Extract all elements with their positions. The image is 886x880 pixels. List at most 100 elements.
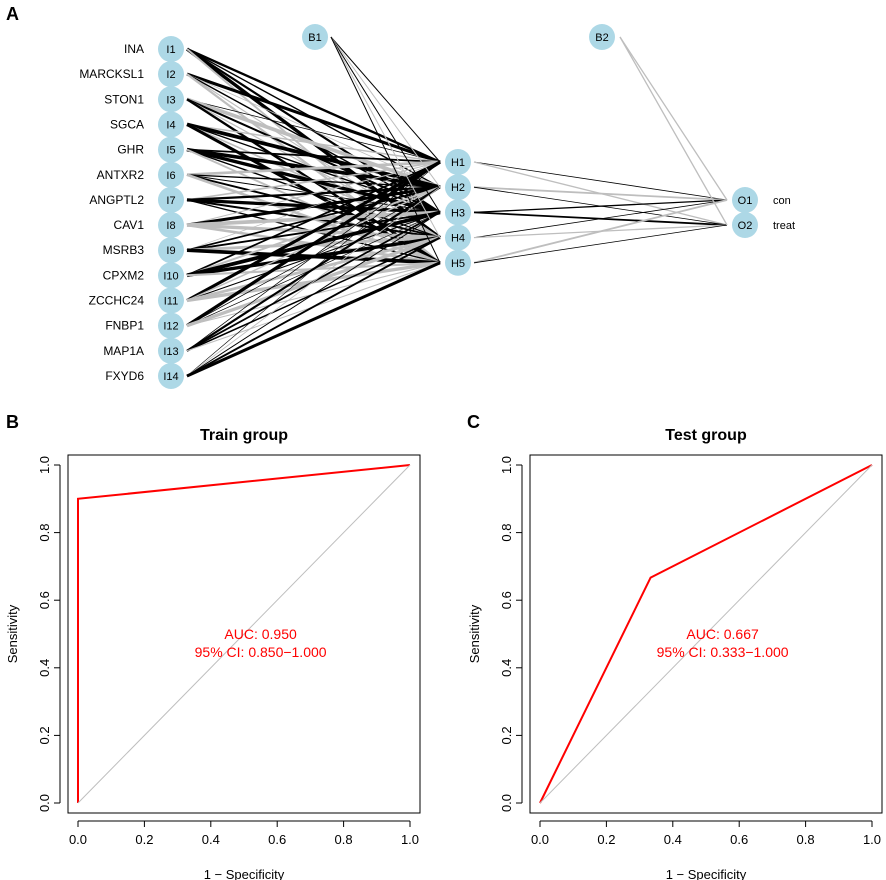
- input-node-i1-label: I1: [166, 44, 175, 56]
- input-node-i13: I13: [158, 337, 184, 364]
- neural-network-panel: A I1 INA I2 MARCKSL1 I3 STON1 I4 SGCA I5 GHR I6 ANT…: [6, 4, 795, 389]
- test-x-tick-label: 0.6: [730, 832, 748, 847]
- edge-h2-o1: [473, 186, 728, 201]
- gene-label: ZCCHC24: [89, 294, 145, 308]
- train-chart-title: Train group: [200, 427, 288, 444]
- edge-h3-o1: [473, 199, 728, 214]
- input-node-i9-label: I9: [166, 245, 175, 257]
- output-node-o2-label: O2: [738, 220, 753, 232]
- test-x-tick-label: 0.4: [664, 832, 682, 847]
- edge-i8-h1: [186, 161, 441, 226]
- gene-label: MARCKSL1: [79, 67, 144, 81]
- input-node-i11-label: I11: [164, 296, 178, 308]
- input-node-i11-circle: [158, 287, 184, 314]
- test-series-reference: [539, 464, 873, 804]
- train-y-tick-label: 0.8: [37, 524, 52, 542]
- test-y-tick-label: 0.8: [499, 524, 514, 542]
- input-node-i9-circle: [158, 237, 184, 264]
- hidden-node-h5-circle: [445, 249, 471, 276]
- test-y-tick-label: 0.2: [499, 726, 514, 744]
- edge-i3-h1: [186, 98, 441, 163]
- test-x-tick-label: 0.8: [797, 832, 815, 847]
- gene-label: ANGPTL2: [89, 193, 144, 207]
- train-y-tick-label: 0.2: [37, 726, 52, 744]
- edge-i4-h1: [186, 123, 441, 163]
- hidden-node-h3-label: H3: [451, 207, 465, 219]
- edge-i9-h1: [186, 161, 441, 251]
- edge-i14-h4: [186, 236, 441, 377]
- gene-label: FXYD6: [105, 369, 144, 383]
- test-x-tick-label: 0.2: [597, 832, 615, 847]
- train-y-tick-label: 1.0: [37, 456, 52, 474]
- edge-b1-h3: [330, 36, 441, 213]
- train-series-roc: [77, 464, 411, 803]
- edge-i14-h2: [186, 186, 441, 377]
- edge-b1-h5: [330, 36, 441, 264]
- output-label-treat: treat: [773, 220, 795, 232]
- edge-h1-o1: [473, 161, 728, 201]
- gene-label: CAV1: [114, 218, 145, 232]
- edge-i14-h3: [186, 212, 441, 377]
- test-ci-annotation: 95% CI: 0.333−1.000: [657, 644, 789, 660]
- hidden-node-h5: H5: [445, 249, 471, 276]
- train-roc-panel: B Train group 0.0 0.2 0.4 0.6 0.8 1.0 1 − Speci…: [5, 412, 421, 880]
- edge-i14-h1: [186, 161, 441, 377]
- gene-label: MAP1A: [103, 344, 144, 358]
- output-label-con: con: [773, 195, 791, 207]
- hidden-node-h5-label: H5: [451, 258, 465, 270]
- input-node-i8-circle: [158, 212, 184, 239]
- train-y-tick-label: 0.4: [37, 659, 52, 677]
- output-node-o1-label: O1: [738, 195, 753, 207]
- bias-node-b2-label: B2: [595, 32, 608, 44]
- input-node-i7-circle: [158, 186, 184, 213]
- input-node-i2: I2: [158, 61, 184, 88]
- input-node-i2-circle: [158, 61, 184, 88]
- train-ci-annotation: 95% CI: 0.850−1.000: [195, 644, 327, 660]
- test-chart-title: Test group: [665, 427, 747, 444]
- input-node-i8: I8: [158, 212, 184, 239]
- train-y-axis-label: Sensitivity: [5, 604, 20, 663]
- edge-b1-h2: [330, 36, 441, 188]
- hidden-node-h1: H1: [445, 149, 471, 175]
- test-roc-panel: C Test group 0.0 0.2 0.4 0.6 0.8 1.0 1 − Specif…: [467, 412, 883, 880]
- panel-label-a: A: [6, 4, 19, 24]
- test-y-axis-label: Sensitivity: [467, 604, 482, 663]
- gene-label: INA: [124, 42, 144, 56]
- bias-node-b2: B2: [589, 24, 615, 50]
- input-node-i5: I5: [158, 136, 184, 163]
- input-node-i9: I9: [158, 237, 184, 264]
- output-node-o1: O1: [732, 187, 758, 213]
- train-plot-frame: [67, 454, 421, 814]
- input-node-i4: I4: [158, 111, 184, 138]
- test-x-axis-label: 1 − Specificity: [666, 867, 747, 880]
- gene-label: MSRB3: [103, 243, 145, 257]
- hidden-node-h2: H2: [445, 174, 471, 201]
- train-series-reference: [77, 464, 411, 804]
- edge-i1-h1: [186, 47, 441, 164]
- gene-label: FNBP1: [105, 319, 144, 333]
- network-edges: [185, 36, 728, 378]
- input-node-i10-label: I10: [163, 270, 178, 282]
- gene-label: SGCA: [110, 117, 144, 131]
- input-node-i2-label: I2: [166, 69, 175, 81]
- input-node-i6: I6: [158, 161, 184, 188]
- input-node-i7-label: I7: [166, 195, 175, 207]
- edge-i6-h1: [186, 160, 441, 177]
- test-y-tick-label: 0.6: [499, 591, 514, 609]
- edge-i14-h5: [186, 261, 441, 378]
- input-node-i13-label: I13: [163, 346, 178, 358]
- input-node-i8-label: I8: [166, 220, 175, 232]
- train-x-axis-label: 1 − Specificity: [204, 867, 285, 880]
- input-node-i13-circle: [158, 337, 184, 364]
- train-x-tick-label: 0.8: [335, 832, 353, 847]
- test-x-tick-label: 0.0: [531, 832, 549, 847]
- test-plot-frame: [529, 454, 883, 814]
- input-node-i1-circle: [158, 36, 184, 62]
- input-node-i4-label: I4: [166, 119, 175, 131]
- input-node-i10: I10: [158, 262, 184, 289]
- edge-i7-h1: [186, 161, 441, 201]
- gene-label: ANTXR2: [97, 168, 145, 182]
- input-node-i1: I1: [158, 36, 184, 62]
- input-node-i3-circle: [158, 86, 184, 113]
